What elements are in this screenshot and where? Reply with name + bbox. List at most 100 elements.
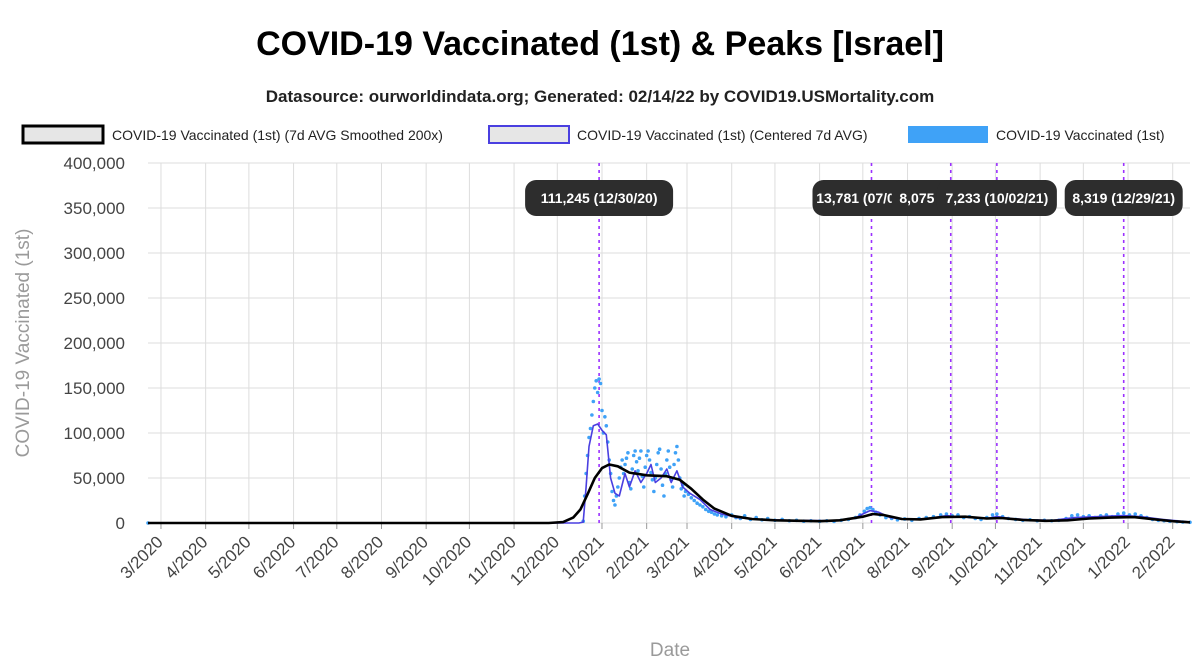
daily-point — [630, 467, 635, 471]
daily-point — [604, 424, 609, 428]
x-tick-label: 5/2020 — [205, 532, 255, 582]
daily-point — [647, 458, 652, 462]
daily-point — [624, 456, 629, 461]
daily-point — [665, 458, 669, 462]
daily-point — [626, 451, 630, 455]
chart-subtitle: Datasource: ourworldindata.org; Generate… — [266, 87, 935, 106]
x-tick-label: 5/2021 — [731, 532, 781, 582]
x-tick-label: 6/2020 — [249, 532, 299, 582]
daily-point — [667, 465, 672, 470]
daily-point — [654, 462, 659, 467]
daily-point — [623, 462, 627, 467]
peak-label-box — [525, 180, 674, 216]
daily-point — [660, 483, 665, 488]
daily-point — [659, 467, 663, 471]
daily-point — [595, 390, 600, 395]
x-tick-label: 8/2020 — [337, 532, 387, 582]
peak-label-text: 7,233 (10/02/21) — [946, 190, 1049, 206]
x-tick-label: 4/2021 — [687, 532, 737, 582]
y-tick-label: 50,000 — [73, 469, 125, 488]
daily-point — [620, 458, 624, 462]
daily-point — [670, 485, 675, 489]
peak-label-box — [1064, 180, 1183, 216]
daily-point — [662, 494, 666, 498]
daily-point — [689, 496, 694, 500]
peak-label-text: 8,319 (12/29/21) — [1072, 190, 1175, 206]
legend-item-daily[interactable]: COVID-19 Vaccinated (1st) — [908, 126, 1165, 143]
daily-point — [610, 489, 614, 494]
y-tick-label: 100,000 — [64, 424, 125, 443]
daily-point — [650, 478, 655, 482]
daily-point — [1116, 512, 1120, 516]
daily-point — [617, 476, 622, 480]
daily-point — [591, 399, 596, 404]
daily-point — [598, 381, 603, 386]
x-tick-label: 4/2020 — [161, 532, 211, 582]
series-daily-points — [146, 377, 1192, 525]
y-tick-label: 200,000 — [64, 334, 125, 353]
x-tick-label: 7/2021 — [818, 532, 868, 582]
peak-label: 8,319 (12/29/21) — [1064, 180, 1183, 216]
daily-point — [868, 505, 872, 510]
daily-point — [588, 426, 593, 431]
daily-point — [641, 485, 646, 489]
smoothed-avg-line — [148, 463, 1191, 525]
daily-point — [672, 462, 676, 467]
legend-swatch-daily — [908, 126, 988, 143]
x-tick-label: 1/2022 — [1084, 532, 1134, 582]
daily-point — [603, 415, 607, 419]
legend-item-centered[interactable]: COVID-19 Vaccinated (1st) (Centered 7d A… — [488, 125, 868, 144]
daily-point — [703, 507, 708, 512]
x-tick-label: 3/2021 — [643, 532, 693, 582]
daily-point — [644, 453, 649, 458]
daily-point — [701, 505, 705, 509]
daily-point — [1133, 512, 1138, 516]
daily-point — [597, 377, 601, 381]
daily-point — [613, 503, 617, 507]
daily-point — [639, 449, 643, 453]
y-tick-label: 150,000 — [64, 379, 125, 398]
y-axis-title: COVID-19 Vaccinated (1st) — [13, 229, 34, 458]
x-axis-ticks: 3/20204/20205/20206/20207/20208/20209/20… — [117, 523, 1179, 589]
daily-point — [594, 379, 599, 383]
daily-point — [611, 498, 616, 503]
daily-point — [631, 453, 636, 458]
y-tick-label: 250,000 — [64, 289, 125, 308]
series-centered-line — [148, 423, 1191, 524]
daily-point — [590, 413, 594, 417]
x-tick-label: 3/2020 — [117, 532, 167, 582]
legend-swatch-centered — [488, 125, 570, 144]
daily-point — [709, 510, 714, 514]
chart-title: COVID-19 Vaccinated (1st) & Peaks [Israe… — [256, 25, 944, 63]
daily-point — [695, 501, 699, 506]
daily-point — [600, 408, 604, 413]
daily-point — [592, 386, 597, 390]
daily-point — [657, 447, 662, 452]
daily-point — [1075, 513, 1080, 517]
x-tick-label: 2/2022 — [1128, 532, 1178, 582]
daily-point — [636, 469, 640, 473]
daily-point — [995, 512, 999, 516]
gridlines — [148, 162, 1190, 524]
legend-item-smoothed[interactable]: COVID-19 Vaccinated (1st) (7d AVG Smooth… — [21, 124, 443, 145]
daily-point — [706, 509, 711, 514]
y-tick-label: 400,000 — [64, 154, 125, 173]
legend-label-smoothed: COVID-19 Vaccinated (1st) (7d AVG Smooth… — [112, 127, 443, 143]
daily-point — [1121, 511, 1126, 515]
x-tick-label: 2/2021 — [602, 532, 652, 582]
x-axis-title: Date — [650, 640, 690, 661]
daily-point — [646, 449, 650, 453]
daily-point — [698, 503, 702, 507]
peak-labels: 111,245 (12/30/20) 13,781 (07/07/21)8,075… — [525, 180, 1183, 216]
daily-point — [679, 487, 684, 491]
daily-point — [656, 451, 660, 455]
daily-point — [652, 489, 656, 494]
daily-point — [633, 449, 637, 453]
daily-point — [629, 487, 633, 491]
y-axis-ticks: 0 50,000 100,000 150,000 200,000 250,000 300,0… — [64, 154, 125, 533]
legend-label-centered: COVID-19 Vaccinated (1st) (Centered 7d A… — [577, 127, 868, 143]
series-smoothed-line — [148, 463, 1191, 525]
daily-point — [944, 512, 949, 516]
daily-point — [675, 444, 679, 449]
